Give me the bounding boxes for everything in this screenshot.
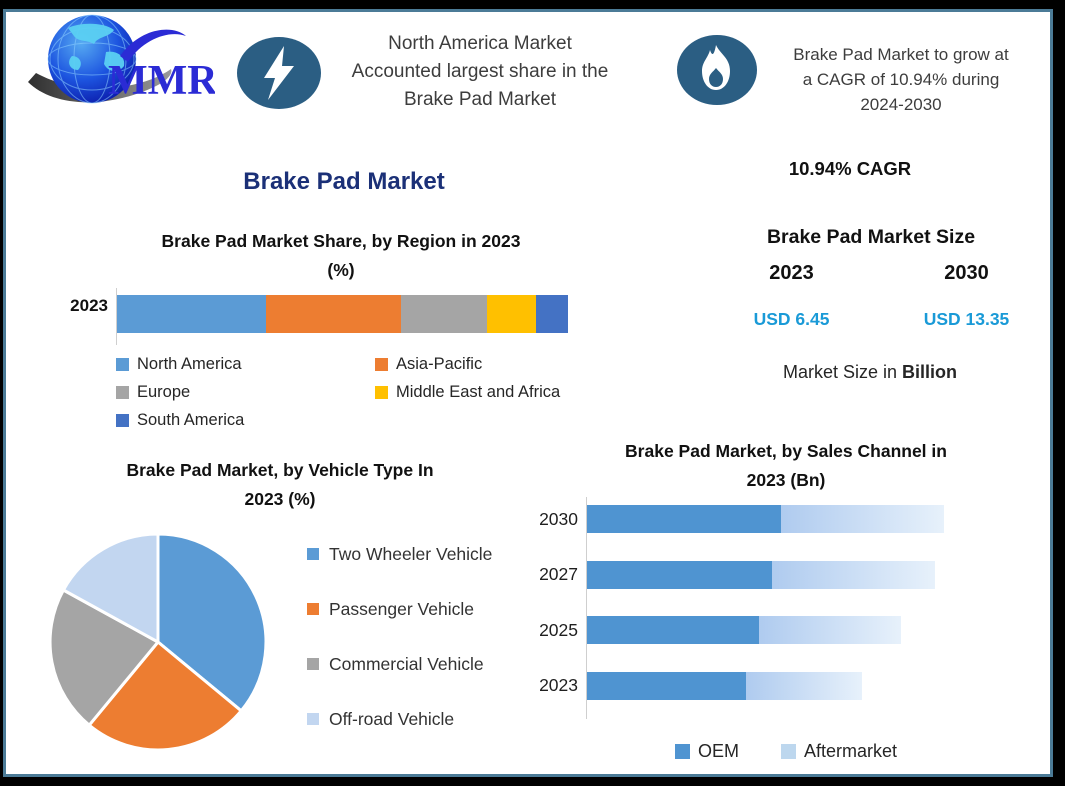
note-bold: Billion bbox=[902, 362, 958, 382]
page-title: Brake Pad Market bbox=[243, 168, 445, 195]
region-y-axis-line bbox=[116, 288, 117, 345]
legend-swatch-off-road-vehicle bbox=[307, 713, 319, 725]
region-legend-item-south-america: South America bbox=[116, 409, 375, 431]
legend-label-off-road-vehicle: Off-road Vehicle bbox=[329, 708, 455, 729]
sales-legend-item-oem: OEM bbox=[674, 740, 739, 762]
legend-swatch-commercial-vehicle bbox=[307, 658, 319, 670]
legend-swatch-middle-east-and-africa bbox=[375, 385, 388, 399]
region-legend-item-europe: Europe bbox=[116, 381, 375, 403]
legend-label-passenger-vehicle: Passenger Vehicle bbox=[329, 598, 474, 619]
sales-bar-row-2025: 2025 bbox=[506, 616, 901, 645]
market-size-title: Brake Pad Market Size bbox=[766, 226, 976, 248]
legend-label-europe: Europe bbox=[137, 382, 191, 401]
logo-blue-swoosh bbox=[120, 29, 186, 63]
pie-slice-passenger-vehicle bbox=[87, 640, 243, 752]
sales-bar-segment-aftermarket-2030 bbox=[781, 505, 944, 533]
sales-bar-row-2027: 2027 bbox=[506, 560, 935, 589]
sales-year-label-2030: 2030 bbox=[539, 508, 578, 529]
vehicle-legend-item-commercial-vehicle: Commercial Vehicle bbox=[307, 653, 537, 675]
vehicle-legend-item-passenger-vehicle: Passenger Vehicle bbox=[307, 598, 537, 620]
region-legend-item-north-america: North America bbox=[116, 353, 375, 375]
highlight-north-america: North America Market Accounted largest s… bbox=[351, 33, 609, 110]
market-size-value: USD 13.35 bbox=[923, 309, 1010, 329]
region-bar-segment-middle-east-and-africa bbox=[486, 295, 537, 333]
sales-year-label-2025: 2025 bbox=[539, 619, 578, 640]
market-size-value: USD 6.45 bbox=[753, 309, 830, 329]
logo-swoosh bbox=[28, 69, 172, 103]
vehicle-legend-item-off-road-vehicle: Off-road Vehicle bbox=[307, 708, 537, 730]
legend-label-asia-pacific: Asia-Pacific bbox=[396, 354, 483, 373]
cagr-value: 10.94% CAGR bbox=[788, 158, 912, 179]
sales-bar-segment-aftermarket-2023 bbox=[746, 671, 862, 700]
legend-label-oem: OEM bbox=[697, 740, 739, 761]
legend-label-south-america: South America bbox=[137, 410, 245, 429]
pie-slice-off-road-vehicle bbox=[61, 532, 160, 644]
region-legend-item-middle-east-and-africa: Middle East and Africa bbox=[375, 381, 586, 403]
sales-bar-segment-oem-2025 bbox=[587, 616, 759, 645]
pie-slice-commercial-vehicle bbox=[48, 588, 160, 727]
region-category-label: 2023 bbox=[70, 296, 108, 315]
sales-bar-segment-aftermarket-2025 bbox=[759, 616, 901, 645]
legend-swatch-oem bbox=[674, 743, 690, 759]
region-bar-segment-europe bbox=[401, 295, 487, 333]
flame-icon bbox=[702, 45, 730, 90]
market-size-year: 2023 bbox=[769, 262, 814, 284]
sales-year-label-2027: 2027 bbox=[539, 564, 578, 585]
continent-shape bbox=[68, 23, 125, 72]
sales-bar-segment-oem-2030 bbox=[587, 505, 781, 533]
legend-label-commercial-vehicle: Commercial Vehicle bbox=[329, 653, 484, 674]
sales-bar-segment-oem-2027 bbox=[587, 560, 772, 589]
sales-bar-segment-aftermarket-2027 bbox=[772, 560, 935, 589]
region-chart-title: Brake Pad Market Share, by Region in 202… bbox=[161, 231, 521, 280]
sales-bar-segment-oem-2023 bbox=[587, 671, 746, 700]
infographic-frame: MMR North America Market Accounted large… bbox=[3, 9, 1053, 777]
market-size-col-2030: 2030 USD 13.35 bbox=[879, 262, 1054, 330]
legend-swatch-passenger-vehicle bbox=[307, 603, 319, 615]
region-bar-segment-asia-pacific bbox=[265, 295, 402, 333]
legend-swatch-two-wheeler-vehicle bbox=[307, 548, 319, 560]
legend-swatch-europe bbox=[116, 385, 129, 399]
globe-icon bbox=[48, 15, 136, 103]
highlight-cagr: Brake Pad Market to grow at a CAGR of 10… bbox=[793, 45, 1009, 114]
vehicle-legend-item-two-wheeler-vehicle: Two Wheeler Vehicle bbox=[307, 543, 537, 565]
vehicle-chart-title: Brake Pad Market, by Vehicle Type In 202… bbox=[126, 460, 434, 509]
legend-swatch-asia-pacific bbox=[375, 357, 388, 371]
vehicle-legend: Two Wheeler Vehicle Passenger Vehicle Comm… bbox=[307, 543, 537, 763]
pie-slice-two-wheeler-vehicle bbox=[156, 532, 268, 713]
market-size-year: 2030 bbox=[944, 262, 989, 284]
legend-swatch-aftermarket bbox=[780, 743, 796, 759]
region-legend-item-asia-pacific: Asia-Pacific bbox=[375, 353, 586, 375]
legend-swatch-south-america bbox=[116, 413, 129, 427]
region-legend: North America Asia-Pacific Europe Middle Ea… bbox=[116, 353, 586, 431]
legend-label-north-america: North America bbox=[137, 354, 242, 373]
legend-swatch-north-america bbox=[116, 357, 129, 371]
note-prefix: Market Size in bbox=[782, 362, 903, 382]
legend-label-aftermarket: Aftermarket bbox=[803, 740, 898, 761]
region-bar-segment-north-america bbox=[117, 295, 266, 333]
sales-bar-row-2030: 2030 bbox=[506, 505, 944, 533]
lightning-badge bbox=[237, 37, 321, 109]
sales-y-axis-line bbox=[586, 497, 587, 719]
flame-badge bbox=[677, 35, 757, 105]
lightning-icon bbox=[264, 46, 294, 100]
market-size-col-2023: 2023 USD 6.45 bbox=[704, 262, 879, 330]
mmr-logo: MMR bbox=[28, 14, 215, 104]
sales-year-label-2023: 2023 bbox=[539, 675, 578, 696]
legend-label-two-wheeler-vehicle: Two Wheeler Vehicle bbox=[329, 543, 493, 564]
vehicle-pie-chart bbox=[48, 532, 268, 752]
logo-text: MMR bbox=[108, 58, 215, 104]
region-stacked-bar bbox=[117, 295, 568, 333]
market-size-columns: 2023 USD 6.45 2030 USD 13.35 bbox=[704, 262, 1054, 330]
legend-label-middle-east-and-africa: Middle East and Africa bbox=[396, 382, 561, 401]
sales-chart-title: Brake Pad Market, by Sales Channel in 20… bbox=[625, 441, 947, 490]
region-bar-segment-south-america bbox=[536, 295, 568, 333]
market-size-note: Market Size in Billion bbox=[690, 362, 1050, 383]
sales-legend: OEM Aftermarket bbox=[586, 740, 986, 762]
sales-bar-row-2023: 2023 bbox=[506, 671, 862, 700]
sales-legend-item-aftermarket: Aftermarket bbox=[780, 740, 898, 762]
